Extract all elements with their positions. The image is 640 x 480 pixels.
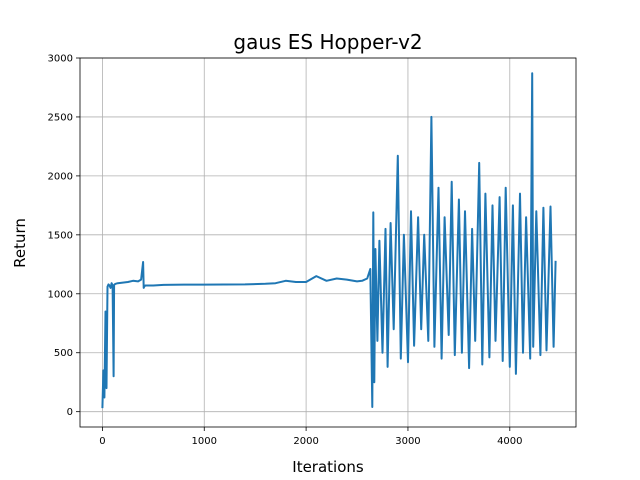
x-tick-label: 1000: [192, 436, 217, 447]
y-tick-label: 500: [54, 348, 73, 359]
y-tick-label: 2500: [48, 112, 73, 123]
series-line: [101, 72, 557, 409]
axis-ticks: 0 1000 2000 3000 4000 0 500 1000 1500 2000 2500 300…: [48, 54, 523, 448]
y-tick-label: 1000: [48, 289, 73, 300]
chart-title: gaus ES Hopper-v2: [233, 30, 422, 54]
x-tick-label: 0: [99, 436, 105, 447]
x-tick-label: 4000: [497, 436, 522, 447]
y-axis-label: Return: [11, 218, 29, 268]
x-tick-label: 2000: [293, 436, 318, 447]
y-tick-label: 1500: [48, 230, 73, 241]
y-tick-label: 2000: [48, 171, 73, 182]
x-tick-label: 3000: [395, 436, 420, 447]
y-tick-label: 0: [67, 407, 73, 418]
x-axis-label: Iterations: [292, 458, 364, 476]
plot-frame: [79, 57, 577, 428]
y-tick-label: 3000: [48, 54, 73, 65]
grid: [80, 57, 576, 427]
